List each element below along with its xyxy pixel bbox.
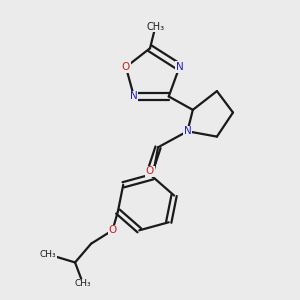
Text: N: N bbox=[130, 92, 138, 101]
Text: N: N bbox=[184, 126, 191, 136]
Text: O: O bbox=[122, 62, 130, 72]
Text: N: N bbox=[176, 62, 183, 72]
Text: CH₃: CH₃ bbox=[40, 250, 57, 259]
Text: CH₃: CH₃ bbox=[146, 22, 164, 32]
Text: O: O bbox=[108, 225, 117, 235]
Text: CH₃: CH₃ bbox=[75, 279, 92, 288]
Text: O: O bbox=[146, 167, 154, 176]
